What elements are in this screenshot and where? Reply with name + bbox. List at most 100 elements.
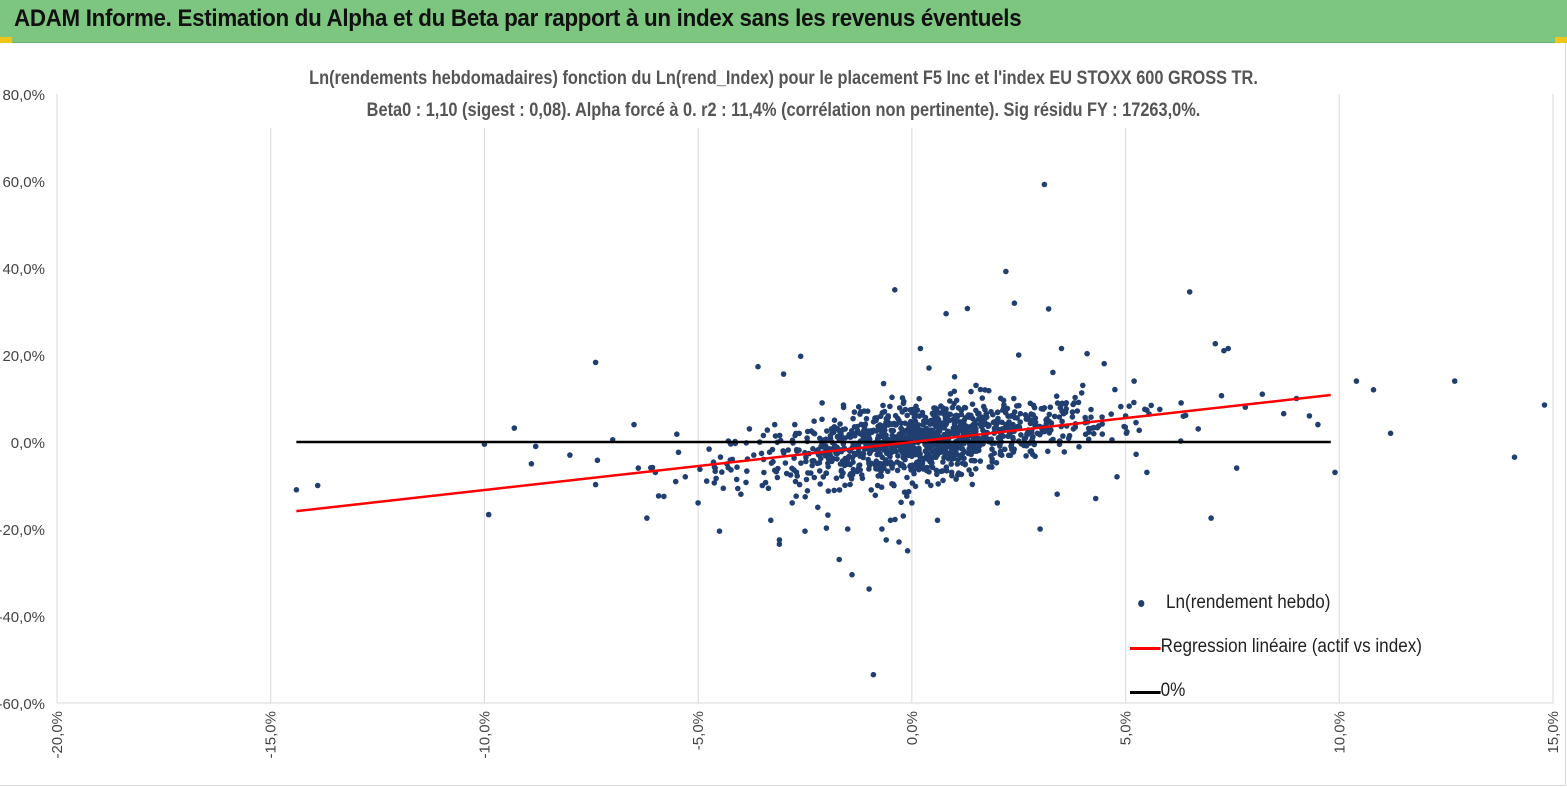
scatter-point [592, 359, 599, 366]
scatter-point [1088, 414, 1094, 421]
scatter-point [1059, 418, 1065, 425]
scatter-point [1069, 409, 1076, 415]
scatter-point [911, 420, 918, 427]
scatter-point [1014, 423, 1021, 430]
scatter-point [900, 463, 907, 469]
scatter-point [771, 467, 778, 474]
scatter-point [899, 409, 906, 415]
scatter-point [947, 417, 953, 424]
scatter-point [915, 466, 922, 473]
scatter-point [1076, 444, 1082, 450]
legend-line-red-icon [1130, 647, 1161, 650]
scatter-point [592, 481, 599, 488]
scatter-point [674, 431, 680, 438]
scatter-point [776, 541, 783, 547]
scatter-point [661, 493, 667, 500]
scatter-point [977, 442, 983, 449]
scatter-point [995, 435, 1002, 441]
scatter-point [817, 481, 823, 487]
scatter-point [792, 421, 798, 428]
scatter-point [1208, 515, 1214, 521]
scatter-point [953, 413, 959, 420]
scatter-point [961, 428, 968, 434]
scatter-point [889, 481, 895, 487]
scatter-point [928, 463, 935, 470]
scatter-point [885, 422, 892, 428]
scatter-point [1122, 424, 1129, 431]
scatter-point [925, 443, 931, 450]
scatter-point [973, 436, 980, 442]
scatter-point [1028, 448, 1034, 454]
scatter-point [1148, 402, 1154, 409]
scatter-point [895, 453, 901, 459]
scatter-point [805, 470, 811, 476]
legend-line-black-icon [1130, 691, 1161, 694]
scatter-point [1023, 416, 1030, 422]
scatter-point [932, 432, 938, 439]
scatter-point [1123, 430, 1130, 437]
x-tick-label: 0,0% [904, 711, 921, 745]
scatter-point [1030, 434, 1036, 440]
scatter-point [968, 451, 974, 458]
scatter-point [986, 387, 992, 394]
scatter-point [833, 475, 840, 482]
scatter-point [719, 469, 725, 475]
scatter-point [900, 444, 907, 451]
scatter-point [885, 413, 891, 419]
scatter-point [1387, 430, 1394, 437]
scatter-point [1112, 386, 1118, 393]
scatter-point [847, 481, 853, 488]
scatter-point [824, 428, 830, 434]
scatter-point [910, 444, 917, 451]
scatter-point [293, 487, 300, 493]
scatter-point [904, 474, 910, 481]
report-banner: ADAM Informe. Estimation du Alpha et du … [0, 0, 1567, 43]
scatter-point [902, 453, 908, 459]
scatter-point [791, 455, 797, 461]
scatter-point [887, 453, 893, 460]
scatter-point [1060, 433, 1066, 439]
scatter-point [1003, 268, 1009, 275]
scatter-point [892, 422, 899, 428]
scatter-point [1017, 410, 1024, 417]
scatter-point [979, 395, 986, 401]
scatter-point [989, 446, 995, 452]
scatter-point [913, 403, 919, 410]
scatter-point [1078, 390, 1085, 396]
scatter-point [889, 465, 895, 471]
scatter-point [1178, 400, 1184, 406]
scatter-point [1114, 474, 1120, 480]
scatter-point [875, 433, 882, 439]
scatter-point [842, 482, 848, 489]
scatter-point [836, 487, 843, 493]
scatter-point [915, 428, 921, 435]
scatter-point [1028, 411, 1034, 417]
scatter-point [905, 488, 912, 495]
scatter-point [993, 460, 1000, 466]
scatter-point [883, 537, 889, 543]
scatter-point [810, 446, 816, 452]
scatter-point [816, 460, 823, 466]
scatter-point [1016, 402, 1022, 409]
scatter-point [912, 483, 919, 490]
scatter-point [955, 427, 961, 433]
scatter-point [682, 474, 689, 480]
scatter-point [1353, 378, 1360, 384]
scatter-point [942, 450, 948, 457]
scatter-point [1005, 452, 1012, 459]
scatter-point [1040, 406, 1046, 412]
scatter-point [953, 476, 959, 482]
scatter-point [823, 470, 830, 477]
scatter-point [896, 417, 902, 424]
scatter-point [810, 430, 817, 436]
scatter-point [648, 465, 654, 471]
scatter-point [836, 556, 842, 563]
y-tick-label: 80,0% [2, 87, 45, 104]
scatter-point [880, 402, 886, 409]
scatter-point [1099, 414, 1105, 420]
scatter-point [792, 432, 798, 439]
corner-mark-left [0, 37, 12, 43]
scatter-point [758, 450, 765, 457]
scatter-point [947, 411, 953, 418]
scatter-point [985, 436, 991, 442]
